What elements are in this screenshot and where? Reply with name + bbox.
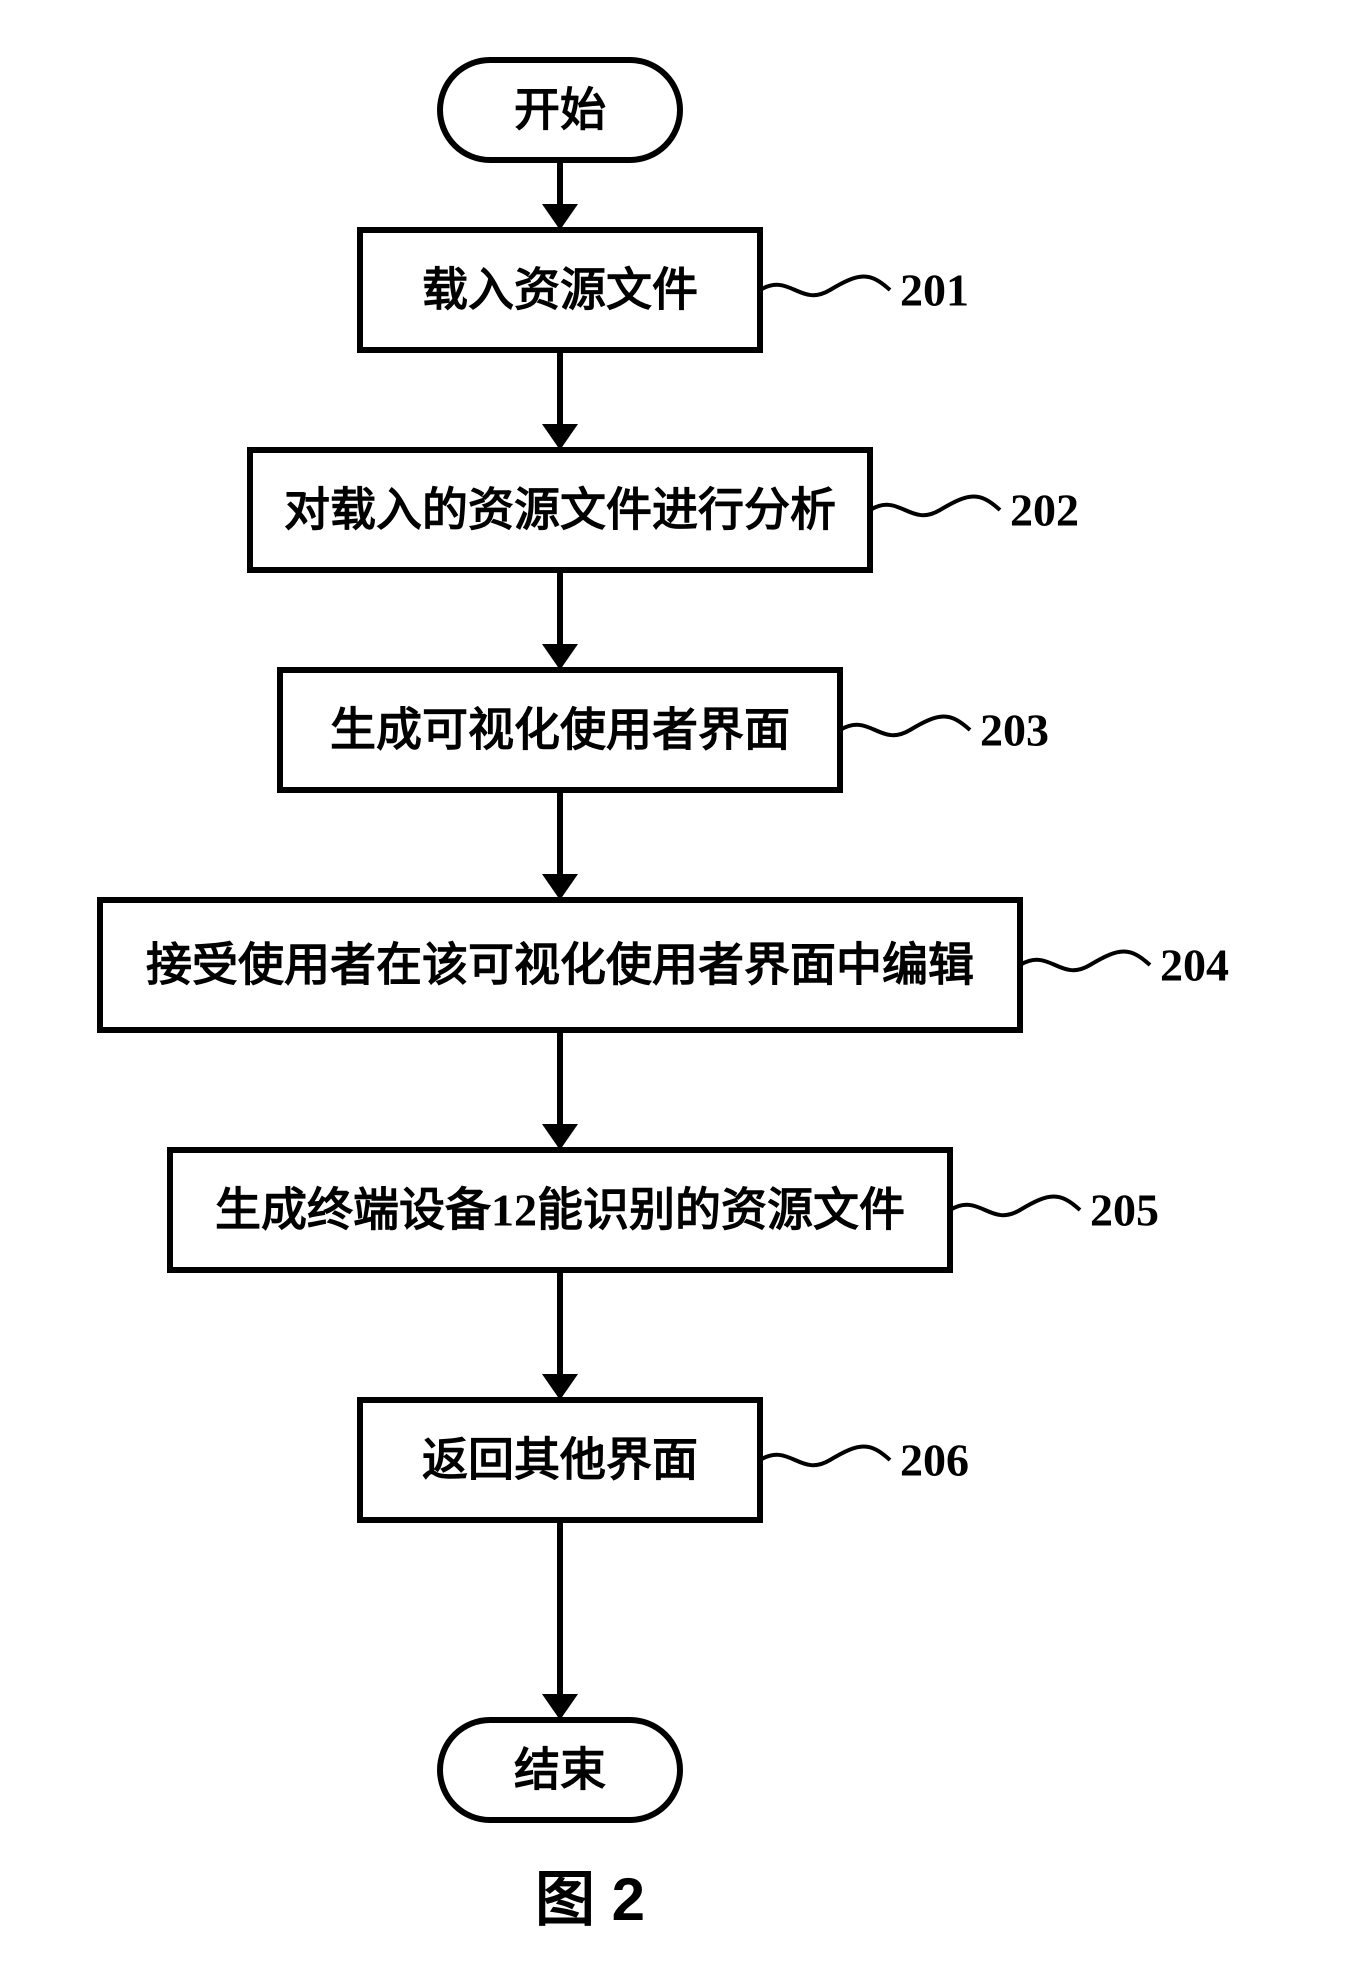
step-202-text: 对载入的资源文件进行分析 bbox=[284, 485, 836, 536]
step-206-label: 206 bbox=[900, 1435, 969, 1486]
terminal-start-text: 开始 bbox=[514, 85, 606, 136]
step-203-label: 203 bbox=[980, 705, 1049, 756]
arrow-2-head bbox=[542, 644, 578, 670]
step-205-connector bbox=[950, 1197, 1080, 1216]
step-201-label: 201 bbox=[900, 265, 969, 316]
arrow-3-head bbox=[542, 874, 578, 900]
step-202-connector bbox=[870, 497, 1000, 516]
terminal-end-text: 结束 bbox=[514, 1745, 606, 1796]
flowchart-svg: 开始载入资源文件 201 对载入的资源文件进行分析 202 生成可视化使用者界面 203 接… bbox=[0, 0, 1357, 1970]
step-206-text: 返回其他界面 bbox=[422, 1435, 698, 1486]
arrow-5-head bbox=[542, 1374, 578, 1400]
arrow-0-head bbox=[542, 204, 578, 230]
step-205-label: 205 bbox=[1090, 1185, 1159, 1236]
arrow-1-head bbox=[542, 424, 578, 450]
step-204-connector bbox=[1020, 952, 1150, 971]
arrow-4-head bbox=[542, 1124, 578, 1150]
figure-caption: 图 2 bbox=[535, 1866, 645, 1933]
flowchart-container: 开始载入资源文件 201 对载入的资源文件进行分析 202 生成可视化使用者界面 203 接… bbox=[0, 0, 1357, 1970]
step-204-text: 接受使用者在该可视化使用者界面中编辑 bbox=[146, 940, 974, 991]
step-202-label: 202 bbox=[1010, 485, 1079, 536]
arrow-6-head bbox=[542, 1694, 578, 1720]
step-205-text: 生成终端设备12能识别的资源文件 bbox=[215, 1185, 905, 1236]
step-203-text: 生成可视化使用者界面 bbox=[330, 705, 790, 756]
step-203-connector bbox=[840, 717, 970, 736]
step-204-label: 204 bbox=[1160, 940, 1229, 991]
step-201-connector bbox=[760, 277, 890, 296]
step-206-connector bbox=[760, 1447, 890, 1466]
step-201-text: 载入资源文件 bbox=[422, 265, 698, 316]
